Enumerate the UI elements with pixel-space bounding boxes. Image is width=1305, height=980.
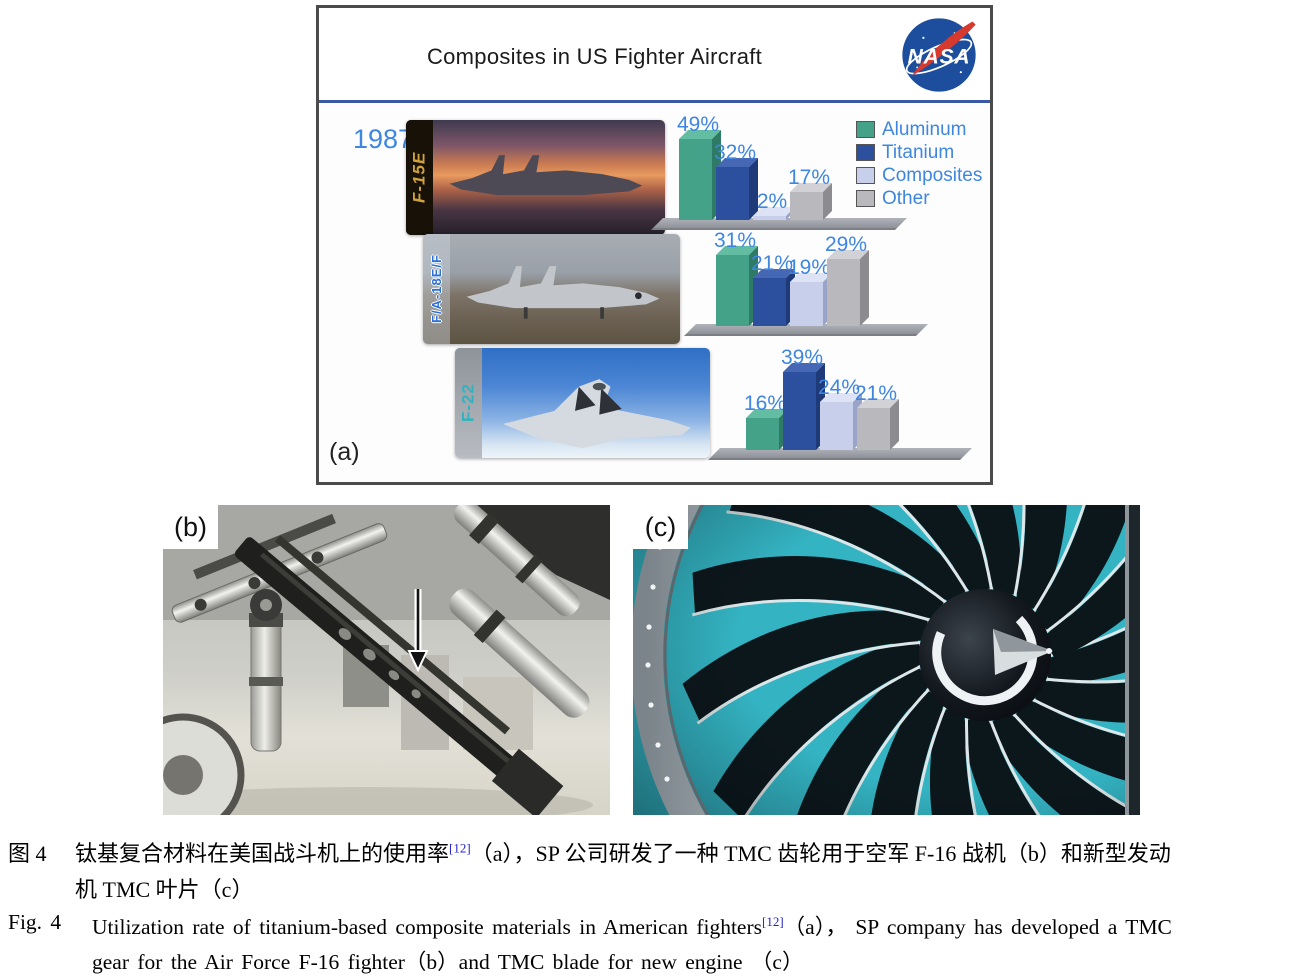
spinner-hub — [919, 589, 1053, 721]
legend-label: Aluminum — [882, 119, 967, 140]
panel-a-tag: (a) — [329, 438, 360, 466]
legend-item-titanium: Titanium — [856, 142, 982, 163]
caption-zh-body: 钛基复合材料在美国战斗机上的使用率[12]（a），SP 公司研发了一种 TMC … — [75, 836, 1301, 908]
bar-value-label: 17% — [787, 166, 831, 189]
chart-title: Composites in US Fighter Aircraft — [426, 44, 763, 69]
bar-value-label: 21% — [750, 252, 794, 275]
caption-en-line1: Utilization rate of titanium-based compo… — [92, 910, 1301, 945]
bar-value-label: 2% — [756, 190, 788, 213]
panel-b-tmc-gear-photo: (b) — [163, 505, 610, 815]
legend-swatch-aluminum — [856, 121, 875, 138]
legend-item-composites: Composites — [856, 165, 982, 186]
bar-value-label: 32% — [713, 141, 757, 164]
caption-text-segment: （a），SP 公司研发了一种 TMC 齿轮用于空军 F-16 战机（b）和新型发… — [470, 841, 1171, 866]
bar-chart-fa18ef: 31% 21% 19% 29% — [684, 219, 946, 336]
fan-casing-rim — [633, 505, 706, 815]
year-label: 1987 — [353, 124, 414, 154]
chart-legend: Aluminum Titanium Composites Other — [856, 119, 982, 211]
bar-other — [827, 259, 860, 326]
bar-value-label: 39% — [780, 346, 824, 369]
bar-value-label: 29% — [824, 233, 868, 256]
landing-gear-photo — [163, 505, 610, 815]
panel-b-tag: (b) — [163, 505, 218, 549]
bar-chart-f15e: 49% 32% 2% 17% — [651, 113, 909, 230]
photo-f22: F-22 — [455, 348, 710, 458]
bar-other — [857, 408, 890, 450]
caption-en-body: Utilization rate of titanium-based compo… — [92, 910, 1301, 980]
right-casing-band — [1129, 505, 1140, 815]
bar-chart-f22: 16% 39% 24% 21% — [708, 343, 976, 460]
aircraft-name-banner: F-15E — [406, 120, 433, 235]
aircraft-name-banner: F-22 — [455, 348, 482, 458]
panel-c-tmc-blade-photo: (c) — [633, 505, 1140, 815]
bar-value-label: 21% — [854, 382, 898, 405]
f22-jet-silhouette — [503, 379, 691, 449]
bar-aluminum — [716, 255, 749, 326]
bar-value-label: 24% — [817, 376, 861, 399]
engine-fan-photo — [633, 505, 1140, 815]
bar-value-label: 49% — [676, 113, 720, 136]
bar-value-label: 31% — [713, 229, 757, 252]
bar-titanium — [783, 372, 816, 450]
bar-composites — [753, 216, 786, 220]
caption-text-segment: 钛基复合材料在美国战斗机上的使用率 — [75, 841, 450, 866]
upper-right-cylinder — [454, 505, 580, 617]
bar-titanium — [716, 167, 749, 220]
panel-a-composites-chart: Composites in US Fighter Aircraft NASA 1… — [316, 5, 993, 485]
legend-swatch-other — [856, 190, 875, 207]
aircraft-name-banner: F/A-18E/F — [423, 234, 450, 344]
photo-fa18ef: F/A-18E/F — [423, 234, 680, 344]
caption-zh-line2: 机 TMC 叶片（c） — [75, 877, 254, 902]
nasa-logo-icon: NASA — [902, 18, 976, 92]
bar-value-label: 16% — [743, 392, 787, 415]
svg-text:NASA: NASA — [908, 46, 971, 69]
bar-aluminum — [746, 418, 779, 450]
caption-zh-figure-label: 图 4 — [8, 841, 47, 866]
caption-zh-line1: 钛基复合材料在美国战斗机上的使用率[12]（a），SP 公司研发了一种 TMC … — [75, 836, 1301, 872]
tmc-gear-strut — [234, 535, 564, 815]
bar-value-label: 19% — [787, 256, 831, 279]
arrow-marker — [407, 589, 429, 673]
f15e-jet-silhouette — [449, 155, 643, 196]
fa18-jet-silhouette — [466, 266, 660, 319]
legend-label: Composites — [882, 165, 983, 186]
bar-other — [790, 192, 823, 220]
caption-english: Fig. 4 Utilization rate of titanium-base… — [8, 910, 1301, 980]
panel-c-tag: (c) — [633, 505, 688, 549]
bar-composites — [790, 282, 823, 326]
legend-swatch-titanium — [856, 144, 875, 161]
caption-text-segment: （a）， SP company has developed a TMC — [783, 915, 1172, 939]
legend-item-aluminum: Aluminum — [856, 119, 982, 140]
legend-swatch-composites — [856, 167, 875, 184]
caption-chinese: 图 4 钛基复合材料在美国战斗机上的使用率[12]（a），SP 公司研发了一种 … — [8, 836, 1301, 908]
legend-item-other: Other — [856, 188, 982, 209]
bar-aluminum — [679, 139, 712, 220]
header-divider-line — [319, 100, 990, 103]
bar-composites — [820, 402, 853, 450]
panel-a-header: Composites in US Fighter Aircraft NASA — [319, 8, 990, 100]
photo-f15e: F-15E — [406, 120, 665, 235]
legend-label: Titanium — [882, 142, 955, 163]
bar-titanium — [753, 278, 786, 326]
caption-text-segment: Utilization rate of titanium-based compo… — [92, 915, 762, 939]
lower-right-cylinder — [449, 588, 590, 718]
caption-en-figure-label: Fig. 4 — [8, 910, 62, 934]
reference-12: [12] — [449, 840, 471, 856]
reference-12: [12] — [762, 913, 784, 929]
caption-en-line2: gear for the Air Force F-16 fighter（b）an… — [92, 950, 804, 974]
legend-label: Other — [882, 188, 930, 209]
